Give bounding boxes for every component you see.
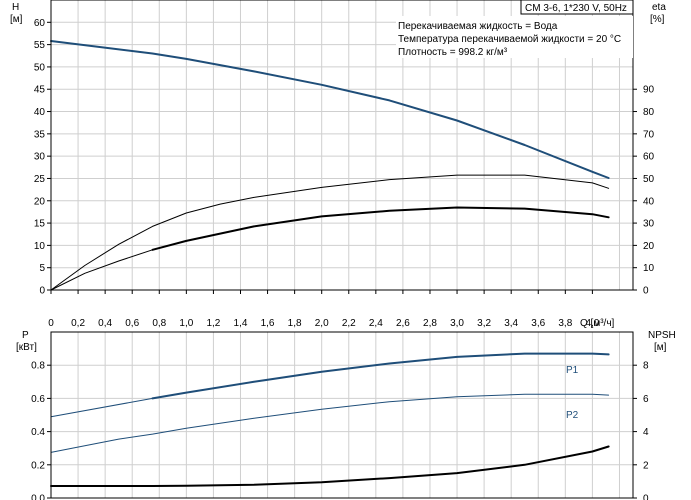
left-tick-label: 0.2 xyxy=(31,460,45,471)
bottom-panel-axes: 0.0 0.2 0.4 0.6 0.8 0 2 4 6 8 xyxy=(31,361,649,500)
top-left-axis-title: H xyxy=(12,2,19,13)
series-line-bottom-3 xyxy=(50,445,610,487)
series-line-bottom-1 xyxy=(50,397,153,418)
info-box xyxy=(396,16,633,58)
left-tick-label: 20 xyxy=(34,196,46,207)
left-tick-label: 45 xyxy=(34,85,46,96)
x-tick-label: 1,0 xyxy=(179,318,193,329)
x-tick-label: 0,2 xyxy=(71,318,85,329)
top-panel-grid xyxy=(51,0,633,290)
left-tick-label: 0 xyxy=(39,286,45,297)
bottom-left-axis-title: P xyxy=(22,330,29,341)
top-panel-axes: 0 5 10 15 20 25 30 35 40 45 50 55 60 0 10 20 30 40 50 60 70 8… xyxy=(34,18,655,329)
x-tick-label: 2,2 xyxy=(342,318,356,329)
right-tick-label: 30 xyxy=(643,219,655,230)
left-tick-label: 0.4 xyxy=(31,427,45,438)
right-tick-label: 90 xyxy=(643,85,655,96)
left-tick-label: 30 xyxy=(34,152,46,163)
x-tick-label: 2,6 xyxy=(396,318,410,329)
series-line-bottom-2 xyxy=(50,393,610,453)
info-line-density: Плотность = 998.2 кг/м³ xyxy=(398,47,508,58)
x-tick-label: 0,4 xyxy=(98,318,112,329)
left-tick-label: 0.6 xyxy=(31,394,45,405)
series-line-bottom-0 xyxy=(151,352,610,400)
bottom-panel-frame xyxy=(50,331,634,499)
x-tick-label: 3,8 xyxy=(558,318,572,329)
right-tick-label: 40 xyxy=(643,196,655,207)
x-tick-label: 1,6 xyxy=(261,318,275,329)
right-tick-label: 0 xyxy=(643,286,649,297)
bottom-right-axis-unit: [м] xyxy=(654,342,667,353)
info-line-fluid: Перекачиваемая жидкость = Вода xyxy=(398,21,558,32)
x-tick-label: 0,6 xyxy=(125,318,139,329)
series-line-top-2 xyxy=(50,174,610,291)
x-tick-label: 3,6 xyxy=(531,318,545,329)
bottom-panel-grid xyxy=(51,332,633,498)
top-panel-series xyxy=(50,40,610,291)
x-tick-label: 3,2 xyxy=(477,318,491,329)
x-tick-label: 1,2 xyxy=(206,318,220,329)
series-label-p1: P1 xyxy=(566,365,579,376)
left-tick-label: 50 xyxy=(34,62,46,73)
right-tick-label: 70 xyxy=(643,129,655,140)
bottom-right-axis-title: NPSH xyxy=(648,330,676,341)
right-tick-label: 6 xyxy=(643,394,649,405)
left-tick-label: 0.0 xyxy=(31,494,45,500)
top-left-axis-unit: [м] xyxy=(10,14,23,25)
left-tick-label: 0.8 xyxy=(31,361,45,372)
left-tick-label: 55 xyxy=(34,40,46,51)
left-tick-label: 10 xyxy=(34,241,46,252)
title-box-text: CM 3-6, 1*230 V, 50Hz xyxy=(525,3,627,14)
x-tick-label: 1,8 xyxy=(288,318,302,329)
top-right-axis-unit: [%] xyxy=(650,14,665,25)
left-tick-label: 25 xyxy=(34,174,46,185)
right-tick-label: 60 xyxy=(643,152,655,163)
right-tick-label: 20 xyxy=(643,241,655,252)
left-tick-label: 35 xyxy=(34,129,46,140)
x-axis-label: Q [м³/ч] xyxy=(580,318,615,329)
x-tick-label: 3,4 xyxy=(504,318,518,329)
x-tick-label: 2,4 xyxy=(369,318,383,329)
x-tick-label: 0,8 xyxy=(152,318,166,329)
series-line-top-4 xyxy=(50,249,153,291)
right-tick-label: 8 xyxy=(643,361,649,372)
x-tick-label: 4,0 xyxy=(585,318,599,329)
series-line-top-0 xyxy=(50,40,610,179)
top-panel-frame xyxy=(50,0,634,291)
title-box xyxy=(520,0,634,15)
right-tick-label: 80 xyxy=(643,107,655,118)
x-tick-label: 3,0 xyxy=(450,318,464,329)
bottom-panel-series xyxy=(50,352,610,487)
bottom-left-axis-unit: [кВт] xyxy=(16,342,37,353)
left-tick-label: 60 xyxy=(34,18,46,29)
right-tick-label: 10 xyxy=(643,263,655,274)
series-label-p2: P2 xyxy=(566,410,579,421)
series-line-top-1 xyxy=(50,40,153,54)
right-tick-label: 4 xyxy=(643,427,649,438)
left-tick-label: 5 xyxy=(39,263,45,274)
right-tick-label: 2 xyxy=(643,460,649,471)
info-line-temperature: Температура перекачиваемой жидкости = 20… xyxy=(398,34,621,45)
x-tick-label: 2,0 xyxy=(315,318,329,329)
left-tick-label: 15 xyxy=(34,219,46,230)
series-line-top-3 xyxy=(151,206,610,251)
right-tick-label: 50 xyxy=(643,174,655,185)
x-tick-label: 1,4 xyxy=(234,318,248,329)
right-tick-label: 0 xyxy=(643,494,649,500)
x-tick-label: 2,8 xyxy=(423,318,437,329)
x-tick-label: 0 xyxy=(48,318,54,329)
left-tick-label: 40 xyxy=(34,107,46,118)
top-right-axis-title: eta xyxy=(652,2,666,13)
